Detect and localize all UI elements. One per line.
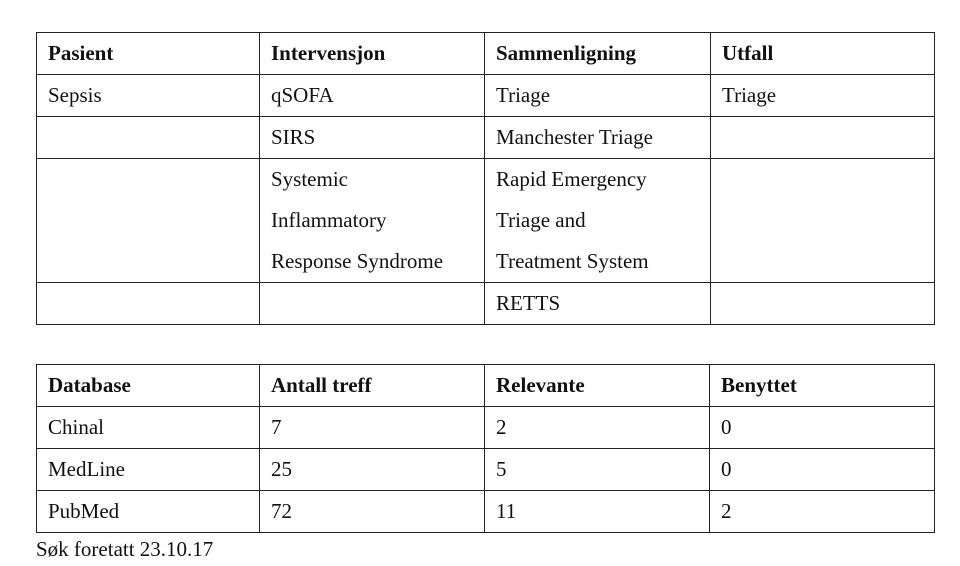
- table-row: PubMed 72 11 2: [36, 490, 935, 533]
- table-cell: Rapid Emergency Triage and Treatment Syste…: [484, 158, 711, 283]
- header-cell: Database: [36, 364, 260, 407]
- empty-cell: [710, 282, 935, 325]
- table-cell: Triage: [484, 74, 711, 117]
- header-cell: Utfall: [710, 32, 935, 75]
- header-cell: Relevante: [484, 364, 710, 407]
- empty-cell: [710, 116, 935, 159]
- table-cell: 7: [259, 406, 485, 449]
- table-cell: 72: [259, 490, 485, 533]
- table-cell: 0: [709, 406, 935, 449]
- table-row: RETTS: [36, 282, 935, 325]
- table-cell: 2: [709, 490, 935, 533]
- empty-cell: [710, 158, 935, 283]
- header-cell: Sammenligning: [484, 32, 711, 75]
- table-cell: MedLine: [36, 448, 260, 491]
- empty-cell: [259, 282, 485, 325]
- header-cell: Benyttet: [709, 364, 935, 407]
- table-cell: Systemic Inflammatory Response Syndrome: [259, 158, 485, 283]
- table-cell: qSOFA: [259, 74, 485, 117]
- header-row: Database Antall treff Relevante Benyttet: [36, 364, 935, 407]
- table-row: Sepsis qSOFA Triage Triage: [36, 74, 935, 117]
- table-cell: 25: [259, 448, 485, 491]
- cell-line: Treatment System: [496, 249, 649, 273]
- table-cell: PubMed: [36, 490, 260, 533]
- table-cell: RETTS: [484, 282, 711, 325]
- cell-line: Triage and: [496, 208, 586, 232]
- table-row: Chinal 7 2 0: [36, 406, 935, 449]
- table-row: MedLine 25 5 0: [36, 448, 935, 491]
- cell-line: Rapid Emergency: [496, 167, 647, 191]
- footer-note: Søk foretatt 23.10.17: [36, 537, 214, 561]
- empty-cell: [36, 158, 260, 283]
- table-row: SIRS Manchester Triage: [36, 116, 935, 159]
- table-cell: Manchester Triage: [484, 116, 711, 159]
- table-cell: SIRS: [259, 116, 485, 159]
- empty-cell: [36, 282, 260, 325]
- table-cell: 11: [484, 490, 710, 533]
- cell-line: Systemic: [271, 167, 348, 191]
- cell-line: Response Syndrome: [271, 249, 444, 273]
- header-cell: Intervensjon: [259, 32, 485, 75]
- header-cell: Antall treff: [259, 364, 485, 407]
- table-cell: 2: [484, 406, 710, 449]
- table-cell: 5: [484, 448, 710, 491]
- table-row: Systemic Inflammatory Response Syndrome Rap…: [36, 158, 935, 283]
- table-cell: 0: [709, 448, 935, 491]
- search-table: Database Antall treff Relevante Benyttet Chi…: [36, 364, 935, 533]
- table-cell: Chinal: [36, 406, 260, 449]
- header-row: Pasient Intervensjon Sammenligning Utfall: [36, 32, 935, 75]
- table-cell: Sepsis: [36, 74, 260, 117]
- table-cell: Triage: [710, 74, 935, 117]
- empty-cell: [36, 116, 260, 159]
- pico-table: Pasient Intervensjon Sammenligning Utfall Se…: [36, 32, 935, 325]
- header-cell: Pasient: [36, 32, 260, 75]
- cell-line: Inflammatory: [271, 208, 387, 232]
